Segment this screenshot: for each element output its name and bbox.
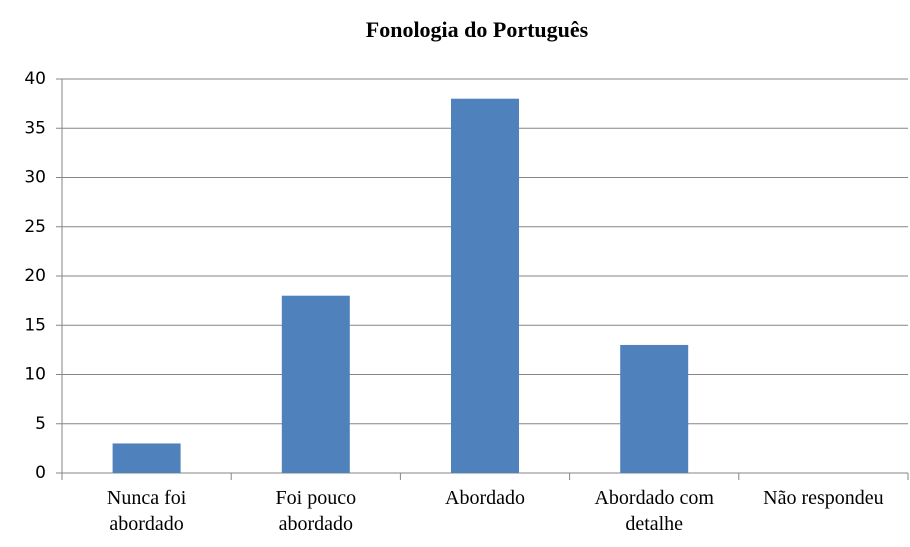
x-tick-label: Nunca foi abordado: [106, 487, 187, 535]
y-tick-label: 10: [24, 365, 46, 385]
y-tick-label: 5: [35, 414, 46, 434]
y-tick-label: 20: [24, 266, 46, 286]
x-tick-label: Abordado com detalhe: [594, 487, 714, 535]
x-tick-label: Abordado: [445, 487, 525, 509]
bar: [281, 295, 350, 473]
x-tick-label: Foi pouco abordado: [275, 487, 357, 535]
y-tick-label: 30: [24, 168, 46, 188]
chart-title: Fonologia do Português: [366, 17, 589, 42]
y-tick-label: 15: [24, 315, 46, 335]
bar: [620, 344, 689, 473]
y-tick-label: 0: [35, 463, 46, 483]
y-tick-label: 35: [24, 118, 46, 138]
bar: [451, 98, 519, 473]
y-tick-label: 25: [24, 217, 46, 237]
bar: [112, 443, 181, 473]
x-tick-label: Não respondeu: [763, 487, 884, 509]
y-tick-label: 40: [24, 69, 46, 89]
